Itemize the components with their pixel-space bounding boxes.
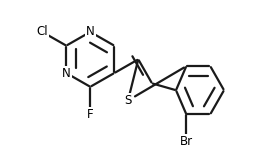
- Text: Br: Br: [180, 135, 193, 148]
- Text: N: N: [62, 66, 71, 80]
- Text: S: S: [124, 94, 132, 107]
- Text: N: N: [86, 25, 95, 38]
- Text: Cl: Cl: [36, 25, 48, 38]
- Text: F: F: [87, 108, 94, 121]
